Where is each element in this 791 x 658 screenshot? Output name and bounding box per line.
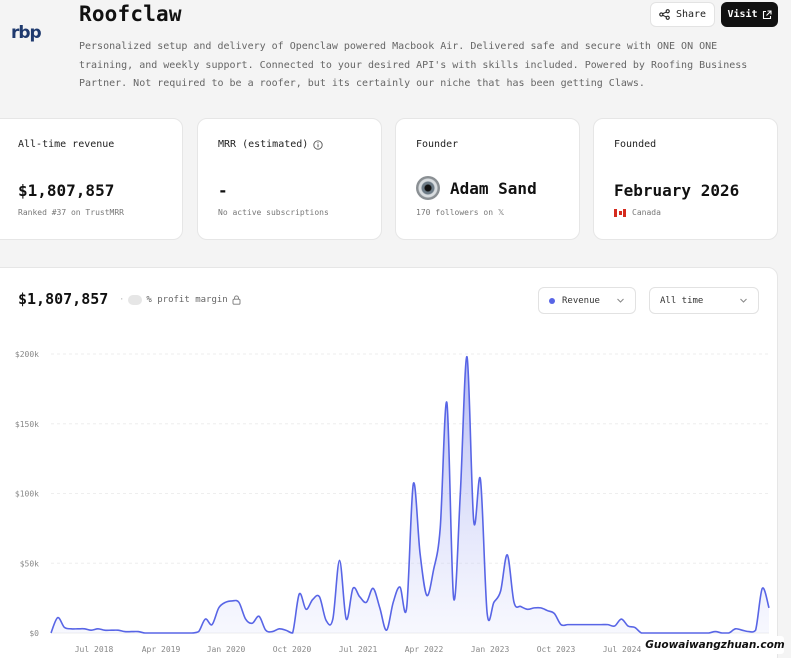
product-description: Personalized setup and delivery of Openc… — [79, 41, 748, 89]
x-tick-label: Oct 2023 — [537, 645, 576, 654]
founder-link[interactable]: Adam Sand — [416, 176, 537, 200]
x-tick-label: Jul 2024 — [603, 645, 642, 654]
metric-select[interactable]: Revenue — [538, 287, 636, 314]
stat-label: MRR (estimated) — [218, 139, 309, 150]
stat-card-founder: Founder Adam Sand 170 followers on 𝕏 — [395, 118, 580, 240]
stat-card-mrr: MRR (estimated) - No active subscription… — [197, 118, 382, 240]
svg-text:rbp: rbp — [11, 23, 42, 43]
y-tick-label: $100k — [15, 490, 39, 499]
share-icon — [659, 9, 670, 20]
stat-card-founded: Founded February 2026 Canada — [593, 118, 778, 240]
country-label: Canada — [632, 208, 661, 217]
avatar — [416, 176, 440, 200]
series-dot — [549, 297, 555, 304]
stat-label: Founder — [416, 139, 459, 150]
profit-margin: · % profit margin — [119, 295, 241, 305]
y-tick-label: $200k — [15, 350, 39, 359]
revenue-chart-card: $1,807,857 · % profit margin Revenue All… — [0, 267, 778, 658]
stat-value: $1,807,857 — [18, 181, 115, 200]
visit-button[interactable]: Visit — [721, 2, 778, 27]
share-label: Share — [675, 9, 707, 20]
range-select[interactable]: All time — [649, 287, 759, 314]
external-link-icon — [762, 9, 772, 19]
x-tick-label: Oct 2020 — [273, 645, 312, 654]
x-tick-label: Jul 2021 — [339, 645, 378, 654]
y-tick-label: $150k — [15, 420, 39, 429]
revenue-chart[interactable]: $0 $50k $100k $150k $200k Jul 2018 Apr 2019 Jan… — [0, 268, 779, 658]
stat-sub: No active subscriptions — [218, 208, 329, 217]
chevron-down-icon — [617, 298, 624, 303]
stat-card-revenue: All-time revenue $1,807,857 Ranked #37 o… — [0, 118, 183, 240]
y-tick-label: $0 — [29, 629, 39, 638]
stat-sub: 170 followers on 𝕏 — [416, 208, 505, 217]
stat-value: - — [218, 181, 228, 200]
x-tick-label: Jan 2023 — [471, 645, 510, 654]
info-icon[interactable] — [313, 139, 323, 150]
profit-label: % profit margin — [146, 295, 228, 305]
page-title: Roofclaw — [79, 2, 182, 26]
revenue-area — [51, 356, 769, 633]
revenue-line — [50, 355, 770, 634]
visit-label: Visit — [727, 9, 758, 20]
watermark: Guowaiwangzhuan.com — [645, 636, 785, 654]
stat-label: All-time revenue — [18, 139, 115, 150]
share-button[interactable]: Share — [650, 2, 715, 27]
x-tick-label: Apr 2019 — [142, 645, 181, 654]
canada-flag-icon — [614, 208, 626, 217]
stat-label: Founded — [614, 139, 657, 150]
y-tick-label: $50k — [20, 559, 39, 568]
stat-value: February 2026 — [614, 181, 740, 200]
x-tick-label: Apr 2022 — [405, 645, 444, 654]
metric-select-value: Revenue — [562, 295, 600, 306]
x-tick-label: Jul 2018 — [75, 645, 114, 654]
founder-name: Adam Sand — [450, 178, 537, 198]
lock-icon — [232, 295, 241, 305]
blurred-value — [128, 295, 143, 305]
brand-logo: rbp — [11, 23, 43, 43]
chevron-down-icon — [740, 298, 747, 303]
x-tick-label: Jan 2020 — [207, 645, 246, 654]
stat-sub: Ranked #37 on TrustMRR — [18, 208, 124, 217]
chart-total: $1,807,857 — [18, 290, 109, 308]
range-select-value: All time — [660, 295, 704, 306]
